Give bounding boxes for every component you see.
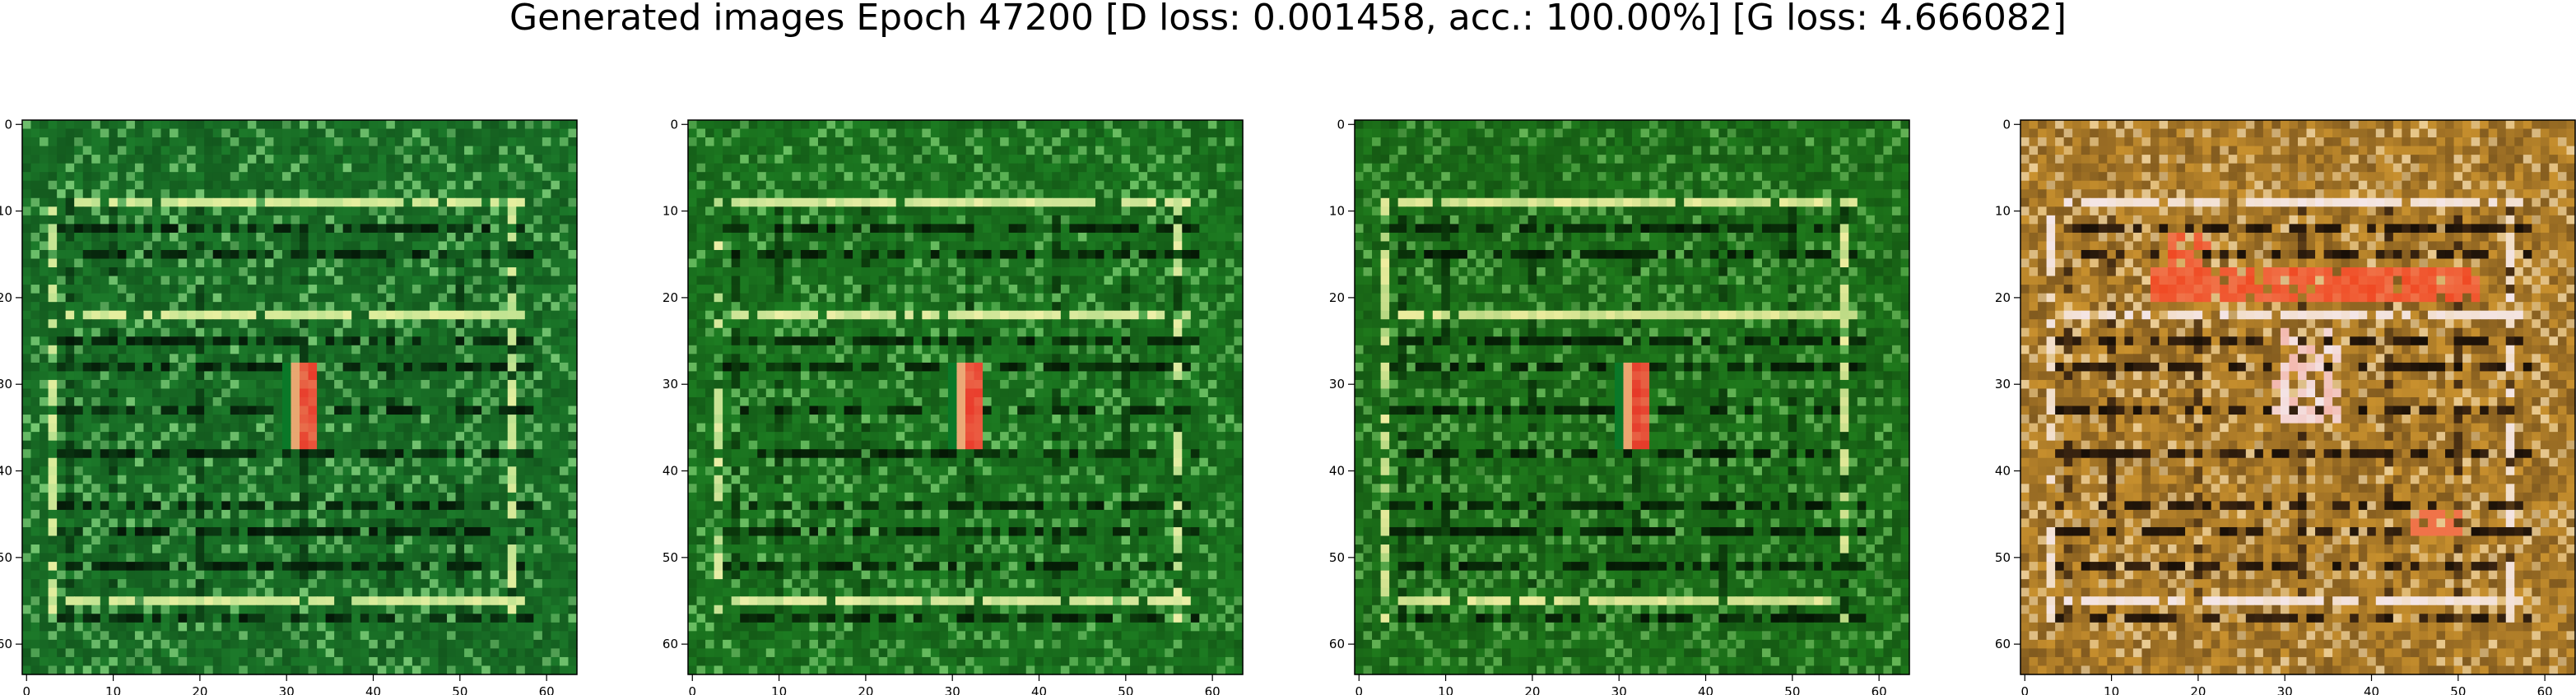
panel-2: 0 10 20 30 40 50 60 0 10 20 30 40 50 60 [663, 117, 1244, 695]
x-tick-label: 0 [22, 684, 30, 695]
y-tick-label: 10 [1995, 204, 2011, 219]
x-tick-label: 40 [2364, 684, 2379, 695]
y-tick-label: 20 [1995, 290, 2011, 305]
axes-frame [687, 119, 1244, 675]
x-tick-label: 50 [1784, 684, 1800, 695]
y-tick-label: 30 [663, 377, 678, 392]
y-tick-label: 30 [1995, 377, 2011, 392]
y-tick-label: 10 [1329, 204, 1345, 219]
y-tick-label: 10 [0, 204, 12, 219]
x-tick-label: 0 [2020, 684, 2029, 695]
generated-image [2020, 120, 2576, 675]
x-tick-label: 30 [1611, 684, 1627, 695]
y-tick-label: 10 [663, 204, 678, 219]
x-tick-label: 40 [365, 684, 381, 695]
y-tick-label: 50 [1329, 550, 1345, 565]
y-tick-label: 20 [1329, 290, 1345, 305]
y-tick-label: 30 [1329, 377, 1345, 392]
y-tick-label: 20 [0, 290, 12, 305]
generated-image [22, 120, 578, 675]
y-tick-label: 40 [1995, 464, 2011, 479]
x-tick-label: 30 [2277, 684, 2293, 695]
x-tick-label: 0 [688, 684, 696, 695]
y-tick-label: 50 [1995, 550, 2011, 565]
y-tick-label: 0 [4, 117, 12, 132]
x-tick-label: 50 [1118, 684, 1133, 695]
x-tick-label: 40 [1698, 684, 1713, 695]
generated-image [1355, 120, 1910, 675]
x-tick-label: 50 [2450, 684, 2466, 695]
x-tick-label: 30 [945, 684, 960, 695]
x-tick-label: 20 [1524, 684, 1540, 695]
panel-4: 0 10 20 30 40 50 60 0 10 20 30 40 50 60 [1995, 117, 2576, 695]
x-tick-label: 20 [858, 684, 873, 695]
y-tick-label: 0 [670, 117, 678, 132]
y-tick-label: 60 [663, 637, 678, 651]
generated-image [688, 120, 1244, 675]
x-tick-label: 60 [2537, 684, 2553, 695]
y-tick-label: 50 [663, 550, 678, 565]
y-tick-label: 0 [1337, 117, 1345, 132]
x-tick-label: 20 [2190, 684, 2206, 695]
y-tick-label: 40 [0, 464, 12, 479]
x-tick-label: 10 [771, 684, 787, 695]
panel-1: 0 10 20 30 40 50 60 0 10 20 30 40 50 60 [0, 117, 578, 695]
x-tick-label: 20 [192, 684, 207, 695]
x-tick-label: 60 [1205, 684, 1221, 695]
y-tick-label: 60 [1995, 637, 2011, 651]
x-tick-label: 10 [105, 684, 121, 695]
x-tick-label: 60 [539, 684, 555, 695]
x-tick-label: 30 [279, 684, 295, 695]
x-tick-label: 60 [1872, 684, 1887, 695]
axes-frame [2020, 119, 2576, 675]
panel-3: 0 10 20 30 40 50 60 0 10 20 30 40 50 60 [1329, 117, 1910, 695]
figure-title: Generated images Epoch 47200 [D loss: 0.… [509, 0, 2067, 39]
x-tick-label: 50 [452, 684, 467, 695]
x-tick-label: 0 [1355, 684, 1363, 695]
axes-frame [21, 119, 578, 675]
axes-frame [1354, 119, 1910, 675]
x-tick-label: 10 [2104, 684, 2119, 695]
y-tick-label: 60 [1329, 637, 1345, 651]
y-tick-label: 40 [1329, 464, 1345, 479]
y-tick-label: 30 [0, 377, 12, 392]
y-tick-label: 50 [0, 550, 12, 565]
y-tick-label: 0 [2002, 117, 2011, 132]
x-tick-label: 10 [1438, 684, 1453, 695]
y-tick-label: 20 [663, 290, 678, 305]
y-tick-label: 40 [663, 464, 678, 479]
x-tick-label: 40 [1031, 684, 1047, 695]
y-tick-label: 60 [0, 637, 12, 651]
